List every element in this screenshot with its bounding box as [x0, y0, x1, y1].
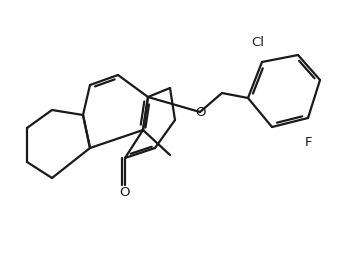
Text: O: O	[120, 187, 130, 199]
Text: Cl: Cl	[251, 36, 264, 49]
Text: O: O	[195, 106, 205, 118]
Text: F: F	[304, 135, 312, 149]
